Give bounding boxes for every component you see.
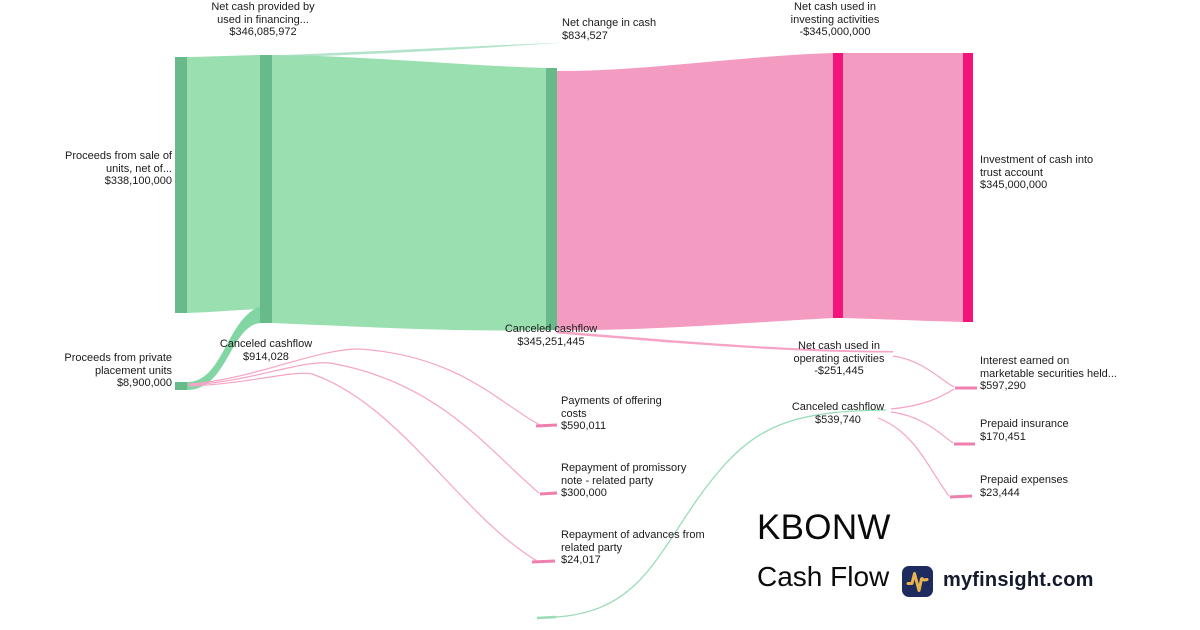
label-insurance: Prepaid insurance $170,451	[980, 418, 1069, 443]
label-proceeds-private: Proceeds from private placement units $8…	[64, 352, 172, 390]
label-line: -$251,445	[814, 365, 864, 378]
label-canceled-914: Canceled cashflow $914,028	[220, 338, 312, 363]
label-line: $23,444	[980, 486, 1020, 499]
stub-bottom-green	[536, 615, 557, 620]
label-line: Canceled cashflow	[504, 323, 598, 335]
node-financing	[260, 55, 272, 323]
label-line: $345,000,000	[980, 179, 1048, 192]
stub-advances	[531, 559, 556, 564]
label-net-change: Net change in cash $834,527	[562, 17, 656, 42]
label-line: costs	[561, 407, 587, 420]
label-canceled-539: Canceled cashflow $539,740	[792, 401, 884, 426]
link-bottom-to-canceled539	[555, 409, 887, 618]
label-line: used in financing...	[217, 13, 309, 26]
label-line: Net cash provided by	[211, 1, 315, 13]
label-line: units, net of...	[105, 162, 172, 175]
label-line: Prepaid insurance	[980, 418, 1069, 430]
label-line: $590,011	[561, 420, 607, 433]
label-proceeds-sale: Proceeds from sale of units, net of... $…	[65, 150, 172, 188]
flow-canceled-to-investing	[557, 53, 833, 331]
link-canceled539-to-expenses	[877, 417, 950, 497]
label-line: $597,290	[980, 380, 1026, 393]
label-line: investing activities	[790, 13, 880, 26]
label-interest: Interest earned on marketable securities…	[980, 355, 1117, 393]
flow-private-to-financing	[187, 306, 261, 390]
node-proceeds-sale	[175, 57, 187, 313]
label-line: Payments of offering	[561, 395, 662, 407]
label-line: $338,100,000	[104, 175, 172, 188]
label-line: Interest earned on	[980, 355, 1070, 367]
label-operating: Net cash used in operating activities -$…	[793, 340, 884, 378]
flow-investing-to-trust	[843, 53, 963, 322]
label-line: $170,451	[980, 430, 1026, 443]
site-domain: myfinsight.com	[943, 569, 1094, 591]
ticker-title: KBONW	[757, 508, 891, 547]
flow-financing-to-canceled	[272, 55, 546, 331]
label-line: note - related party	[561, 474, 654, 487]
label-line: related party	[561, 541, 623, 554]
label-line: $834,527	[562, 29, 608, 42]
label-line: Canceled cashflow	[219, 338, 313, 350]
label-line: marketable securities held...	[980, 367, 1117, 380]
label-canceled-345: Canceled cashflow $345,251,445	[505, 323, 597, 348]
label-line: $346,085,972	[229, 26, 297, 39]
label-line: $539,740	[815, 413, 861, 426]
label-promissory: Repayment of promissory note - related p…	[561, 462, 686, 500]
label-line: $300,000	[561, 487, 607, 500]
label-line: Proceeds from sale of	[65, 150, 172, 162]
link-canceled914-to-advances	[188, 372, 538, 562]
label-line: placement units	[94, 364, 172, 377]
node-investing	[833, 53, 843, 318]
link-operating-to-interest	[892, 355, 955, 388]
label-line: Repayment of advances from	[561, 529, 705, 541]
node-proceeds-private	[175, 382, 187, 390]
label-line: $8,900,000	[116, 377, 172, 390]
link-canceled539-to-insurance	[890, 411, 954, 444]
stub-offering	[535, 423, 558, 428]
label-line: Net cash used in	[794, 1, 876, 13]
label-line: Investment of cash into	[980, 154, 1094, 166]
label-line: Net change in cash	[562, 17, 657, 29]
myfinsight-logo	[902, 566, 933, 597]
label-expenses: Prepaid expenses $23,444	[980, 474, 1068, 499]
stub-expenses	[949, 494, 973, 499]
label-financing: Net cash provided by used in financing..…	[211, 1, 314, 39]
link-canceled539-to-interest	[890, 388, 955, 410]
label-advances: Repayment of advances from related party…	[561, 529, 705, 567]
label-investment-trust: Investment of cash into trust account $3…	[980, 154, 1093, 192]
flow-sale-to-financing	[187, 55, 260, 313]
link-canceled914-to-promissory	[188, 362, 540, 494]
node-trust	[963, 53, 973, 322]
stub-promissory	[539, 491, 558, 496]
link-canceled914-to-offering	[188, 348, 541, 426]
flow-net-change-wedge	[272, 42, 565, 58]
chart-subtitle: Cash Flow	[757, 561, 890, 592]
label-line: Proceeds from private	[64, 352, 172, 364]
label-line: operating activities	[793, 352, 885, 365]
label-line: $914,028	[243, 350, 289, 363]
label-line: $24,017	[561, 554, 601, 567]
label-offering: Payments of offering costs $590,011	[561, 395, 662, 433]
label-line: Net cash used in	[798, 340, 880, 352]
pulse-icon	[906, 572, 929, 592]
label-line: Prepaid expenses	[980, 474, 1069, 486]
label-line: Canceled cashflow	[791, 401, 885, 413]
label-line: Repayment of promissory	[561, 462, 687, 474]
label-line: -$345,000,000	[799, 26, 871, 39]
label-line: trust account	[980, 166, 1043, 179]
node-canceled-345	[546, 68, 557, 330]
label-investing: Net cash used in investing activities -$…	[791, 1, 880, 39]
label-line: $345,251,445	[517, 335, 585, 348]
